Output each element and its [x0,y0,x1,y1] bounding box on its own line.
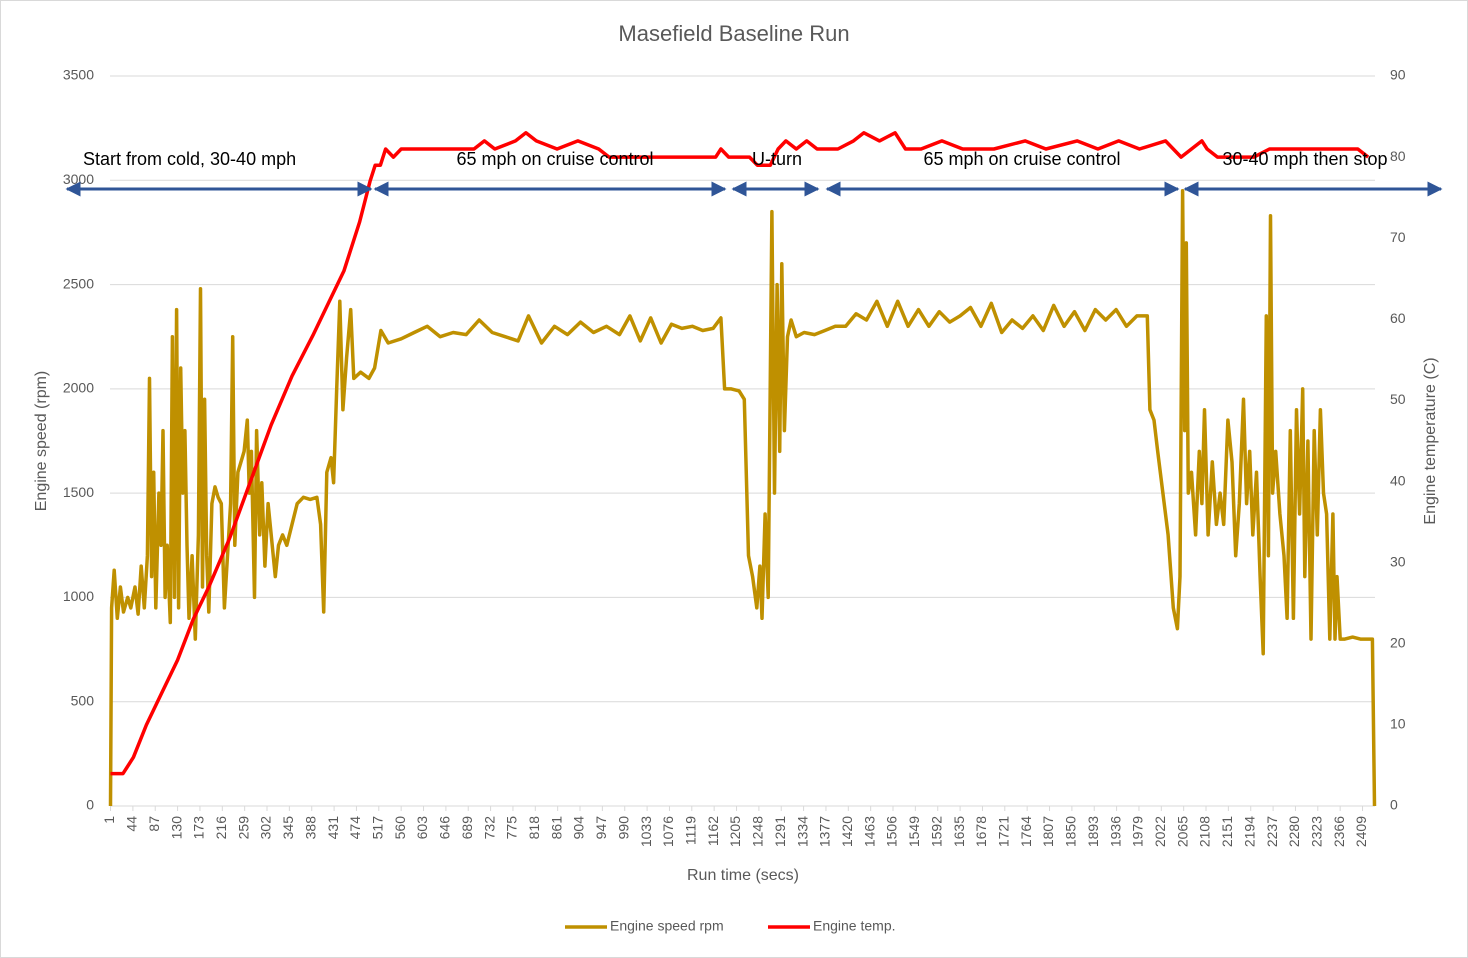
chart-title: Masefield Baseline Run [618,21,849,46]
x-tick-label: 1291 [772,816,788,847]
x-tick-label: 1076 [660,816,676,847]
x-tick-label: 474 [347,816,363,840]
x-tick-label: 345 [280,816,296,840]
x-tick-label: 431 [325,816,341,840]
x-tick-label: 775 [504,816,520,840]
annotation: U-turn [752,149,802,169]
y-tick-label: 500 [71,692,95,708]
annotation: 30-40 mph then stop [1222,149,1387,169]
x-tick-label: 2280 [1286,816,1302,847]
x-tick-label: 1678 [973,816,989,847]
x-tick-label: 818 [526,816,542,840]
x-tick-label: 2108 [1197,816,1213,847]
x-tick-label: 861 [548,816,564,840]
x-tick-label: 1033 [638,816,654,847]
x-tick-label: 990 [615,816,631,840]
x-tick-label: 1248 [750,816,766,847]
x-tick-label: 560 [392,816,408,840]
x-tick-label: 1377 [817,816,833,847]
x-tick-label: 517 [370,816,386,840]
y2-tick-label: 40 [1390,472,1406,488]
x-tick-label: 1893 [1085,816,1101,847]
x-tick-label: 2323 [1309,816,1325,847]
x-tick-label: 603 [414,816,430,840]
x-tick-label: 259 [235,816,251,840]
x-tick-label: 1721 [996,816,1012,847]
x-tick-label: 1807 [1040,816,1056,847]
annotation: 65 mph on cruise control [923,149,1120,169]
y-tick-label: 1000 [63,588,94,604]
y2-tick-label: 70 [1390,229,1406,245]
y2-tick-label: 60 [1390,310,1406,326]
x-tick-label: 947 [593,816,609,840]
x-tick-label: 1764 [1018,816,1034,847]
x-tick-label: 130 [168,816,184,840]
x-tick-label: 87 [146,816,162,832]
x-tick-label: 689 [459,816,475,840]
x-tick-label: 1 [101,816,117,824]
x-tick-label: 1420 [839,816,855,847]
x-tick-label: 1334 [794,816,810,847]
x-tick-label: 2194 [1241,816,1257,847]
x-tick-label: 2366 [1331,816,1347,847]
y-axis-label: Engine speed (rpm) [33,371,50,512]
series-line [108,188,1377,807]
x-tick-label: 1463 [861,816,877,847]
x-tick-label: 173 [191,816,207,840]
x-tick-label: 1936 [1107,816,1123,847]
x-tick-label: 302 [258,816,274,840]
y2-tick-label: 0 [1390,797,1398,813]
x-tick-label: 1979 [1130,816,1146,847]
annotation: 65 mph on cruise control [456,149,653,169]
y-tick-label: 1500 [63,484,94,500]
x-tick-label: 2151 [1219,816,1235,847]
x-tick-label: 1635 [951,816,967,847]
x-tick-label: 44 [124,816,140,832]
y2-tick-label: 30 [1390,553,1406,569]
x-tick-label: 732 [481,816,497,840]
x-tick-label: 2022 [1152,816,1168,847]
y2-tick-label: 10 [1390,716,1406,732]
x-tick-label: 1592 [928,816,944,847]
y2-tick-label: 90 [1390,67,1406,83]
x-tick-label: 904 [571,816,587,840]
annotation: Start from cold, 30-40 mph [83,149,296,169]
y-tick-label: 2000 [63,380,94,396]
x-tick-label: 1162 [705,816,721,846]
x-tick-label: 2065 [1174,816,1190,847]
x-tick-label: 1205 [727,816,743,847]
series-line [110,131,1370,776]
y-tick-label: 2500 [63,275,94,291]
y2-tick-label: 20 [1390,634,1406,650]
x-tick-label: 388 [302,816,318,840]
x-tick-label: 216 [213,816,229,840]
x-tick-label: 1506 [884,816,900,847]
x-tick-label: 1549 [906,816,922,847]
x-tick-label: 2237 [1264,816,1280,847]
legend-label: Engine temp. [813,918,896,934]
y2-axis-label: Engine temperature (C) [1422,357,1439,524]
y-tick-label: 3000 [63,171,94,187]
x-tick-label: 646 [437,816,453,840]
x-tick-label: 1119 [683,816,699,845]
y-tick-label: 0 [86,797,94,813]
y2-tick-label: 80 [1390,148,1406,164]
x-tick-label: 1850 [1063,816,1079,847]
x-axis-label: Run time (secs) [687,867,799,884]
y-tick-label: 3500 [63,67,94,83]
y2-tick-label: 50 [1390,391,1406,407]
x-tick-label: 2409 [1353,816,1369,847]
legend-label: Engine speed rpm [610,918,724,934]
